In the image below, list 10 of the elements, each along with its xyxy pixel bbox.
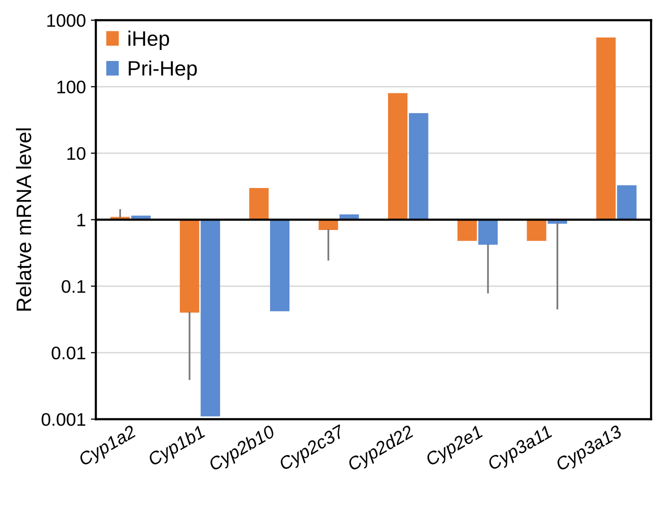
y-tick-label: 10: [67, 147, 86, 160]
y-tick-label: 100: [57, 80, 86, 94]
y-tick-label: 1: [77, 214, 86, 226]
legend-label: Pri-Hep: [128, 60, 197, 80]
y-axis-title: Relatve mRNA level: [16, 128, 32, 311]
legend-label: iHep: [128, 30, 170, 50]
y-tick-label: 0.1: [62, 280, 86, 293]
y-tick-label: 0.001: [42, 413, 86, 426]
y-tick-label: 0.01: [52, 346, 86, 360]
y-tick-label: 1000: [47, 14, 86, 27]
